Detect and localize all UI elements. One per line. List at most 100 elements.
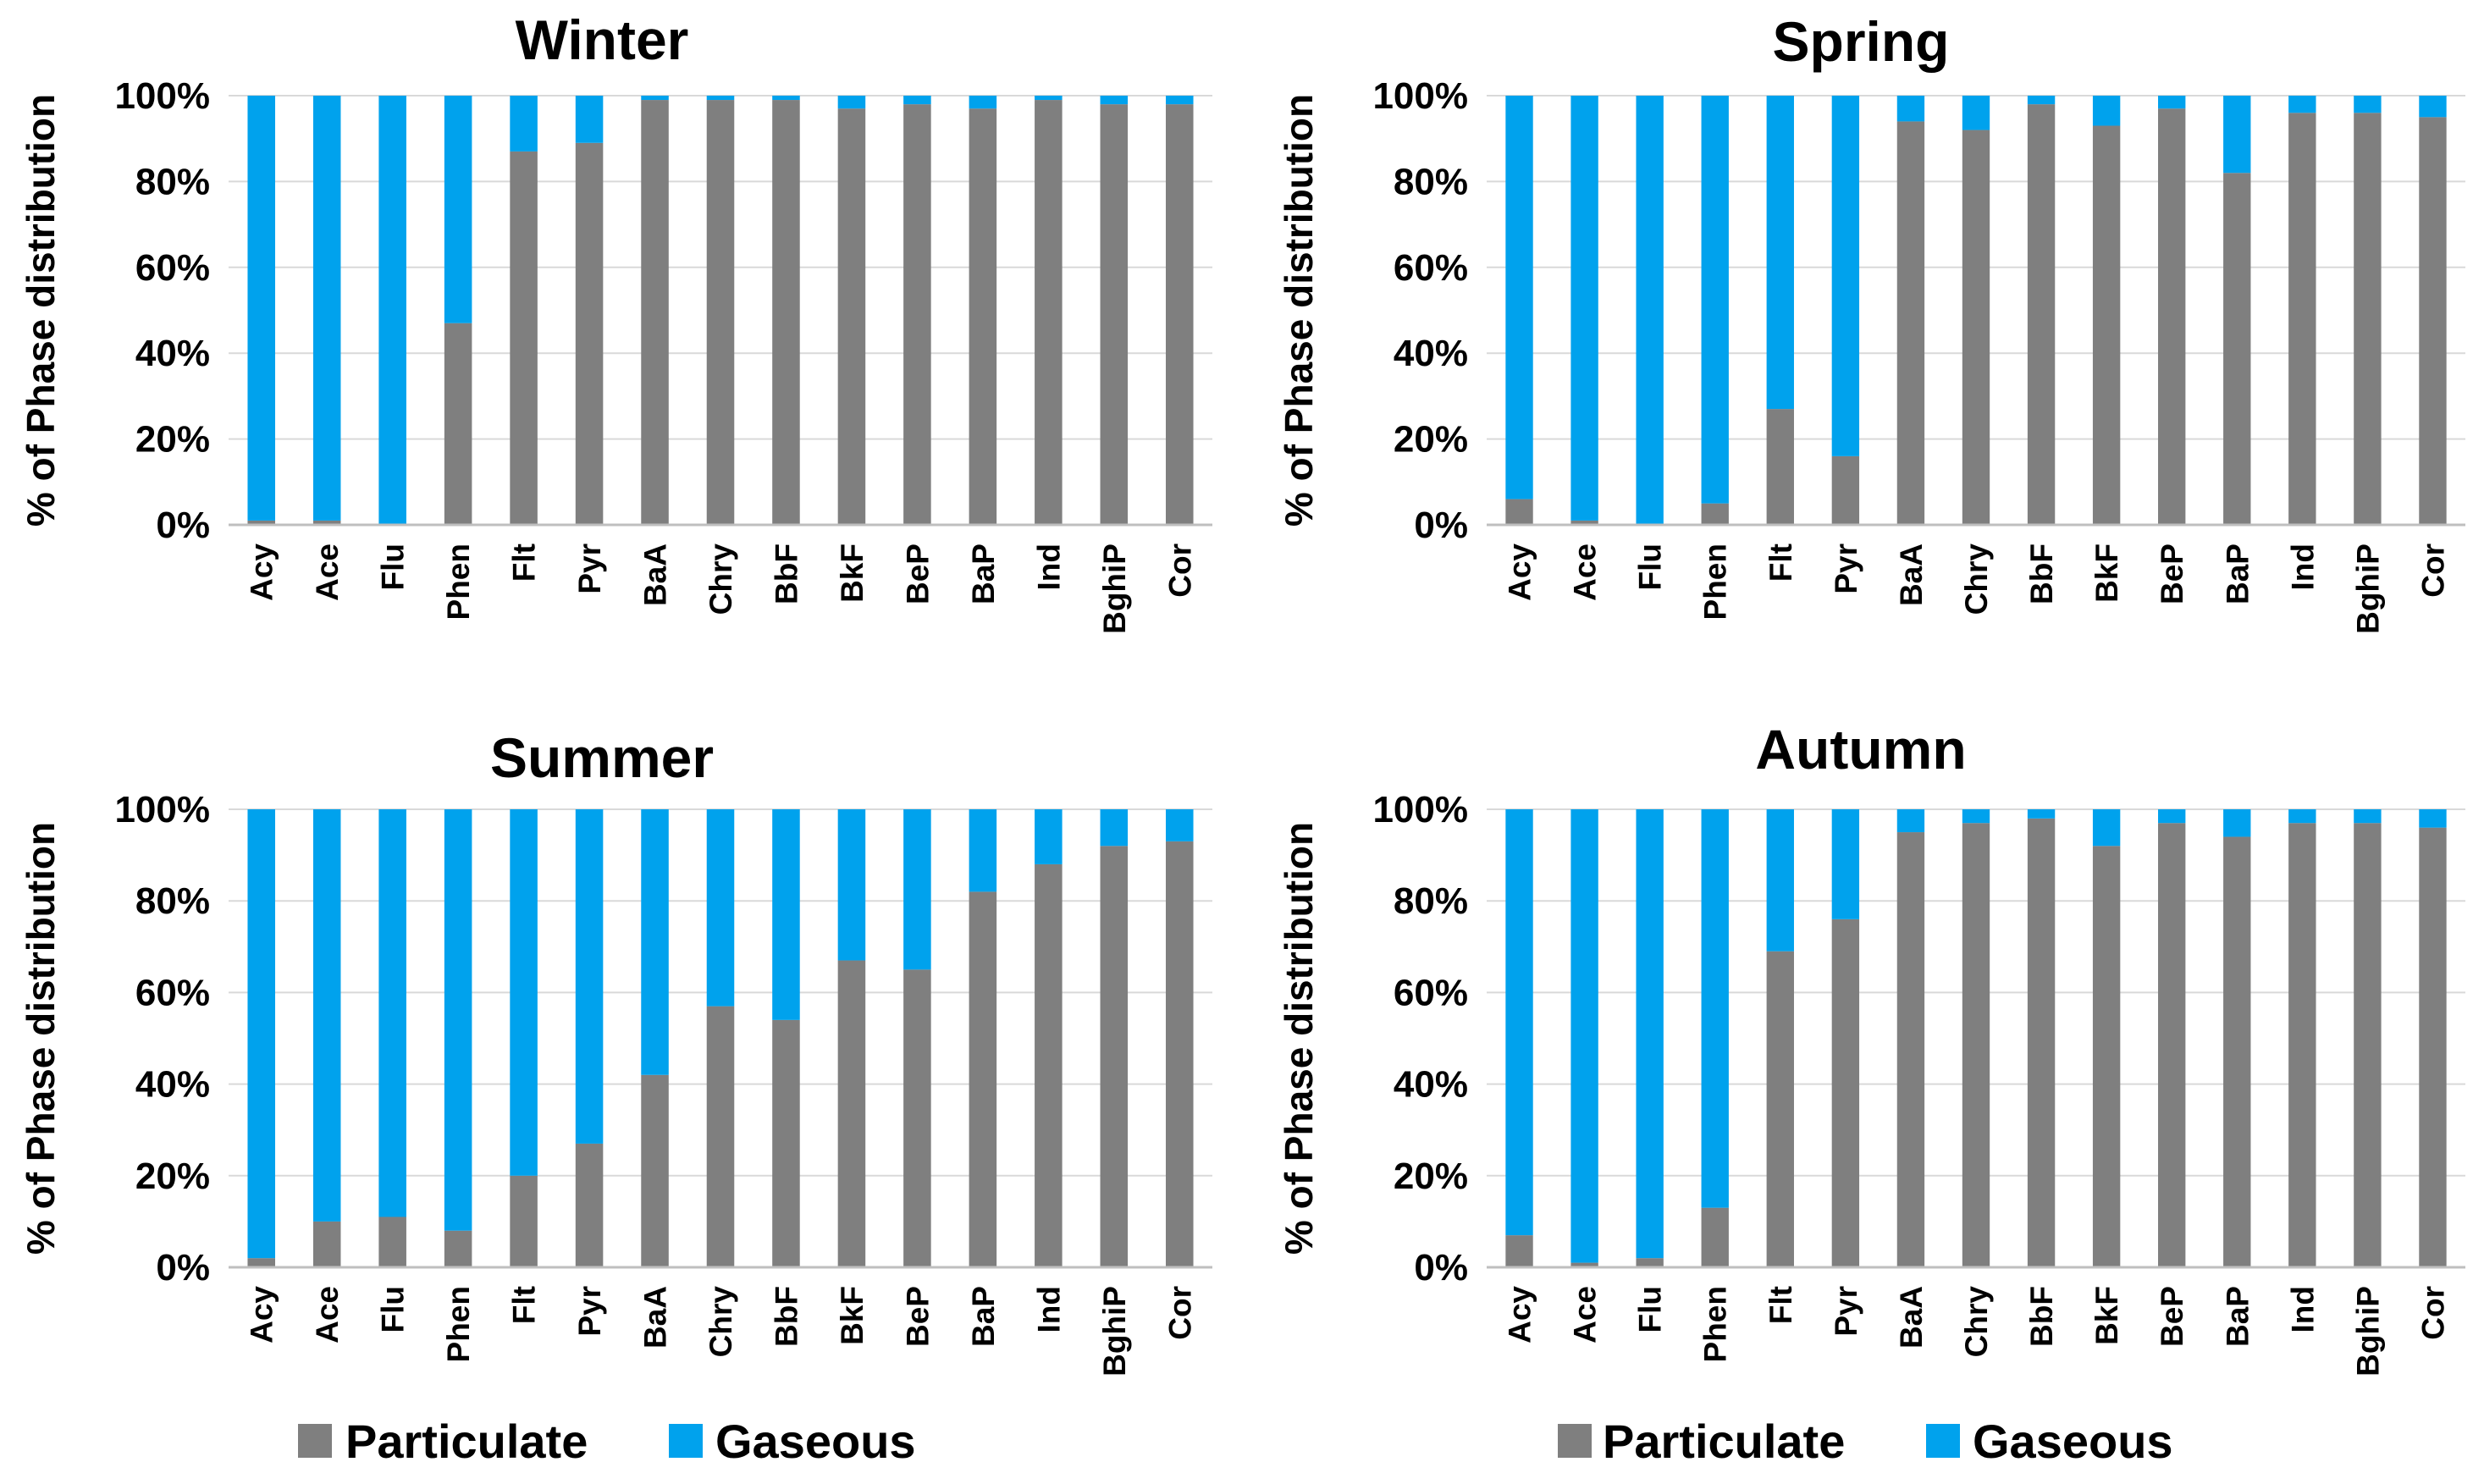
bar-particulate-acy (247, 1258, 276, 1267)
bar-gaseous-baa (1896, 809, 1925, 833)
bar-particulate-phen (1701, 503, 1729, 525)
bar-particulate-bghip (2354, 823, 2382, 1267)
bar-particulate-ace (1570, 1262, 1598, 1267)
legend-right: Particulate Gaseous (1558, 1415, 2173, 1468)
bar-gaseous-bbf (2027, 809, 2056, 819)
chart-title: Spring (1773, 10, 1950, 73)
legend-swatch-particulate (1558, 1424, 1592, 1458)
x-tick-label: Ace (1568, 1286, 1603, 1343)
bar-particulate-bbf (2027, 104, 2056, 525)
x-tick-label: BkF (835, 1286, 869, 1345)
bar-particulate-ind (1035, 100, 1063, 525)
y-tick-label: 40% (1394, 333, 1468, 374)
x-tick-label: BaP (966, 543, 1001, 604)
x-tick-label: BaP (966, 1286, 1001, 1347)
legend-swatch-gaseous (669, 1424, 703, 1458)
chart-panel-summer: Summer 0% 20% 40% 60% 80% 100% % of Phase distr… (19, 726, 1212, 1376)
bar-gaseous-baa (1896, 96, 1925, 122)
bar-gaseous-bep (2158, 809, 2186, 824)
bar-gaseous-pyr (575, 96, 604, 143)
bar-gaseous-flu (1636, 809, 1664, 1259)
bar-particulate-flu (1636, 1258, 1664, 1267)
bar-particulate-cor (2419, 117, 2447, 525)
bar-gaseous-ace (1570, 809, 1598, 1263)
x-tick-label: Flu (376, 543, 411, 590)
bar-particulate-phen (1701, 1207, 1729, 1267)
y-tick-label: 40% (1394, 1064, 1468, 1106)
bar-gaseous-bap (2223, 809, 2251, 837)
y-axis-label: % of Phase distribution (19, 822, 63, 1255)
chart-panel-spring: Spring 0% 20% 40% 60% 80% 100% % of Phase distr… (1277, 10, 2465, 634)
x-tick-label: BeP (900, 543, 935, 604)
y-tick-label: 20% (135, 419, 210, 461)
bar-particulate-bbf (772, 100, 800, 525)
bar-particulate-chry (706, 1006, 735, 1267)
x-tick-label: Flt (507, 543, 542, 582)
y-tick-label: 100% (114, 75, 210, 117)
y-tick-label: 40% (135, 333, 210, 374)
x-tick-label: Flt (507, 1286, 542, 1324)
y-tick-label: 100% (114, 789, 210, 830)
bar-particulate-ind (1035, 863, 1063, 1267)
bar-particulate-bep (903, 969, 931, 1267)
x-tick-label: Pyr (1829, 543, 1863, 594)
x-tick-label: Phen (441, 1286, 476, 1362)
y-tick-label: 100% (1372, 75, 1468, 117)
bar-particulate-bap (2223, 173, 2251, 525)
x-tick-label: BaA (1894, 1286, 1929, 1349)
x-tick-label: Cor (1162, 1286, 1197, 1340)
legend-left: Particulate Gaseous (298, 1415, 916, 1468)
bar-particulate-chry (1962, 130, 1990, 525)
bar-particulate-bap (2223, 836, 2251, 1267)
bar-particulate-flt (510, 1175, 538, 1267)
x-tick-label: Phen (1698, 1286, 1733, 1362)
bar-gaseous-bep (903, 96, 931, 105)
x-tick-label: BghiP (2350, 1286, 2385, 1376)
x-tick-label: Ind (2285, 543, 2320, 590)
x-tick-label: BeP (2155, 543, 2189, 604)
y-axis-label: % of Phase distribution (19, 94, 63, 527)
chart-title: Summer (490, 726, 714, 789)
bar-particulate-bkf (2092, 125, 2121, 526)
bar-gaseous-phen (444, 809, 472, 1231)
bar-particulate-baa (1896, 121, 1925, 526)
y-tick-label: 80% (135, 161, 210, 202)
bar-gaseous-bghip (2354, 809, 2382, 824)
bar-gaseous-ind (2288, 809, 2316, 824)
x-tick-label: BaA (638, 543, 673, 606)
y-tick-label: 0% (1414, 1247, 1468, 1288)
y-tick-label: 0% (1414, 505, 1468, 546)
bar-particulate-ace (312, 1221, 341, 1267)
bar-gaseous-cor (2419, 809, 2447, 828)
bar-particulate-baa (641, 100, 669, 525)
y-tick-label: 20% (1394, 419, 1468, 461)
bar-gaseous-baa (641, 96, 669, 101)
y-tick-label: 80% (135, 880, 210, 922)
bar-gaseous-acy (1505, 809, 1533, 1236)
x-tick-label: BbF (769, 543, 803, 604)
bar-gaseous-pyr (1831, 96, 1860, 456)
bar-gaseous-pyr (1831, 809, 1860, 919)
bar-gaseous-acy (247, 809, 276, 1259)
bar-gaseous-chry (1962, 809, 1990, 824)
bar-particulate-acy (1505, 1235, 1533, 1267)
x-tick-label: Acy (245, 1286, 279, 1343)
bar-particulate-chry (1962, 823, 1990, 1267)
x-tick-label: BaP (2220, 1286, 2255, 1347)
y-axis-label: % of Phase distribution (1277, 822, 1321, 1255)
bar-particulate-bep (2158, 108, 2186, 525)
bar-gaseous-ace (1570, 96, 1598, 521)
bar-gaseous-bkf (837, 96, 866, 109)
x-tick-label: Chry (704, 543, 738, 615)
bar-gaseous-ace (312, 96, 341, 521)
x-tick-label: BghiP (2350, 543, 2385, 634)
x-tick-label: Acy (1503, 1286, 1537, 1343)
x-tick-label: BaP (2220, 543, 2255, 604)
y-tick-label: 20% (1394, 1156, 1468, 1197)
x-tick-label: BbF (2024, 1286, 2059, 1347)
x-tick-label: Chry (1959, 543, 1994, 615)
bar-particulate-flt (1766, 951, 1794, 1267)
x-tick-label: Phen (441, 543, 476, 620)
y-tick-label: 60% (135, 247, 210, 289)
bar-particulate-baa (641, 1074, 669, 1267)
